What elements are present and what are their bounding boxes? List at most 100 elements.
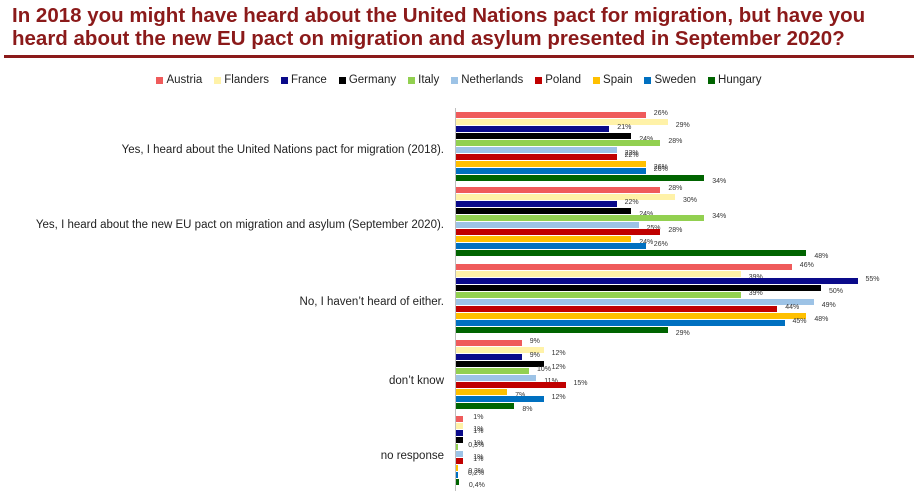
data-label: 22% bbox=[624, 152, 639, 159]
bar-hungary bbox=[456, 403, 515, 409]
data-label: 9% bbox=[529, 338, 540, 345]
data-label: 26% bbox=[653, 166, 668, 173]
data-label: 8% bbox=[522, 406, 533, 413]
bar-hungary bbox=[456, 479, 459, 485]
data-label: 30% bbox=[683, 197, 698, 204]
data-label: 22% bbox=[624, 150, 639, 157]
bar-france bbox=[456, 354, 522, 360]
data-label: 1% bbox=[473, 426, 484, 433]
bar-flanders bbox=[456, 119, 668, 125]
legend-swatch bbox=[281, 76, 289, 84]
legend-label: Hungary bbox=[718, 74, 762, 86]
bar-spain bbox=[456, 236, 632, 242]
bar-spain bbox=[456, 313, 807, 319]
bar-netherlands bbox=[456, 299, 814, 305]
bar-spain bbox=[456, 389, 508, 395]
legend-label: Sweden bbox=[654, 74, 697, 86]
data-label: 22% bbox=[624, 199, 639, 206]
legend-swatch bbox=[593, 76, 601, 84]
legend-swatch bbox=[451, 76, 459, 84]
legend-label: Germany bbox=[348, 74, 397, 86]
bar-austria bbox=[456, 416, 464, 422]
data-label: 50% bbox=[829, 288, 844, 295]
legend-label: Poland bbox=[545, 74, 582, 86]
legend-swatch bbox=[338, 76, 346, 84]
data-label: 12% bbox=[551, 350, 566, 357]
legend-item-flanders: Flanders bbox=[214, 74, 269, 86]
category-label: don’t know bbox=[389, 375, 444, 387]
legend-swatch bbox=[535, 76, 543, 84]
data-label: 1% bbox=[473, 414, 484, 421]
data-label: 12% bbox=[551, 394, 566, 401]
bar-germany bbox=[456, 285, 821, 291]
bar-italy bbox=[456, 444, 459, 450]
bar-flanders bbox=[456, 347, 544, 353]
bar-france bbox=[456, 278, 858, 284]
bar-hungary bbox=[456, 175, 705, 181]
data-label: 29% bbox=[675, 122, 690, 129]
bar-austria bbox=[456, 187, 661, 193]
bar-sweden bbox=[456, 472, 458, 478]
bar-flanders bbox=[456, 271, 741, 277]
bar-netherlands bbox=[456, 375, 537, 381]
bar-italy bbox=[456, 292, 741, 298]
bar-germany bbox=[456, 437, 464, 443]
bar-austria bbox=[456, 112, 646, 118]
legend-item-spain: Spain bbox=[593, 74, 632, 86]
data-label: 1% bbox=[473, 440, 484, 447]
data-label: 21% bbox=[617, 124, 632, 131]
data-label: 45% bbox=[792, 318, 807, 325]
data-label: 1% bbox=[473, 454, 484, 461]
chart-legend: Austria Flanders France Germany Italy Netherl… bbox=[0, 74, 918, 86]
legend-item-sweden: Sweden bbox=[644, 74, 696, 86]
legend-item-italy: Italy bbox=[408, 74, 439, 86]
data-label: 0,4% bbox=[468, 482, 485, 489]
data-label: 39% bbox=[748, 290, 763, 297]
data-label: 28% bbox=[668, 185, 683, 192]
legend-item-hungary: Hungary bbox=[708, 74, 762, 86]
legend-label: Flanders bbox=[224, 74, 270, 86]
legend-label: Austria bbox=[166, 74, 203, 86]
y-axis-line bbox=[455, 108, 456, 491]
data-label: 0,3% bbox=[468, 468, 485, 475]
data-label: 10% bbox=[537, 366, 552, 373]
legend-label: Italy bbox=[418, 74, 440, 86]
bar-poland bbox=[456, 458, 464, 464]
bar-austria bbox=[456, 340, 522, 346]
bar-spain bbox=[456, 465, 459, 471]
data-label: 26% bbox=[653, 110, 668, 117]
legend-item-austria: Austria bbox=[156, 74, 202, 86]
legend-item-germany: Germany bbox=[338, 74, 397, 86]
data-label: 24% bbox=[639, 136, 653, 143]
bar-sweden bbox=[456, 396, 544, 402]
data-label: 9% bbox=[529, 352, 540, 359]
category-label: No, I haven’t heard of either. bbox=[299, 296, 444, 308]
bar-spain bbox=[456, 161, 646, 167]
legend-label: France bbox=[291, 74, 327, 86]
bar-italy bbox=[456, 215, 705, 221]
legend-swatch bbox=[156, 76, 164, 84]
legend-swatch bbox=[214, 76, 222, 84]
bar-flanders bbox=[456, 194, 675, 200]
data-label: 55% bbox=[865, 276, 880, 283]
data-label: 11% bbox=[544, 378, 558, 385]
data-label: 49% bbox=[821, 302, 836, 309]
data-label: 48% bbox=[814, 316, 829, 323]
data-label: 34% bbox=[712, 178, 727, 185]
data-label: 29% bbox=[675, 330, 690, 337]
bar-netherlands bbox=[456, 451, 464, 457]
bar-hungary bbox=[456, 327, 668, 333]
bar-poland bbox=[456, 382, 566, 388]
legend-swatch bbox=[708, 76, 716, 84]
data-label: 34% bbox=[712, 213, 727, 220]
bar-sweden bbox=[456, 320, 785, 326]
data-label: 0,2% bbox=[468, 470, 484, 477]
category-label: Yes, I heard about the new EU pact on mi… bbox=[35, 219, 444, 231]
bar-france bbox=[456, 201, 617, 207]
data-label: 0,3% bbox=[468, 442, 485, 449]
bar-netherlands bbox=[456, 147, 617, 153]
legend-item-poland: Poland bbox=[535, 74, 581, 86]
bar-flanders bbox=[456, 423, 464, 429]
data-label: 48% bbox=[814, 253, 829, 260]
bar-austria bbox=[456, 264, 792, 270]
